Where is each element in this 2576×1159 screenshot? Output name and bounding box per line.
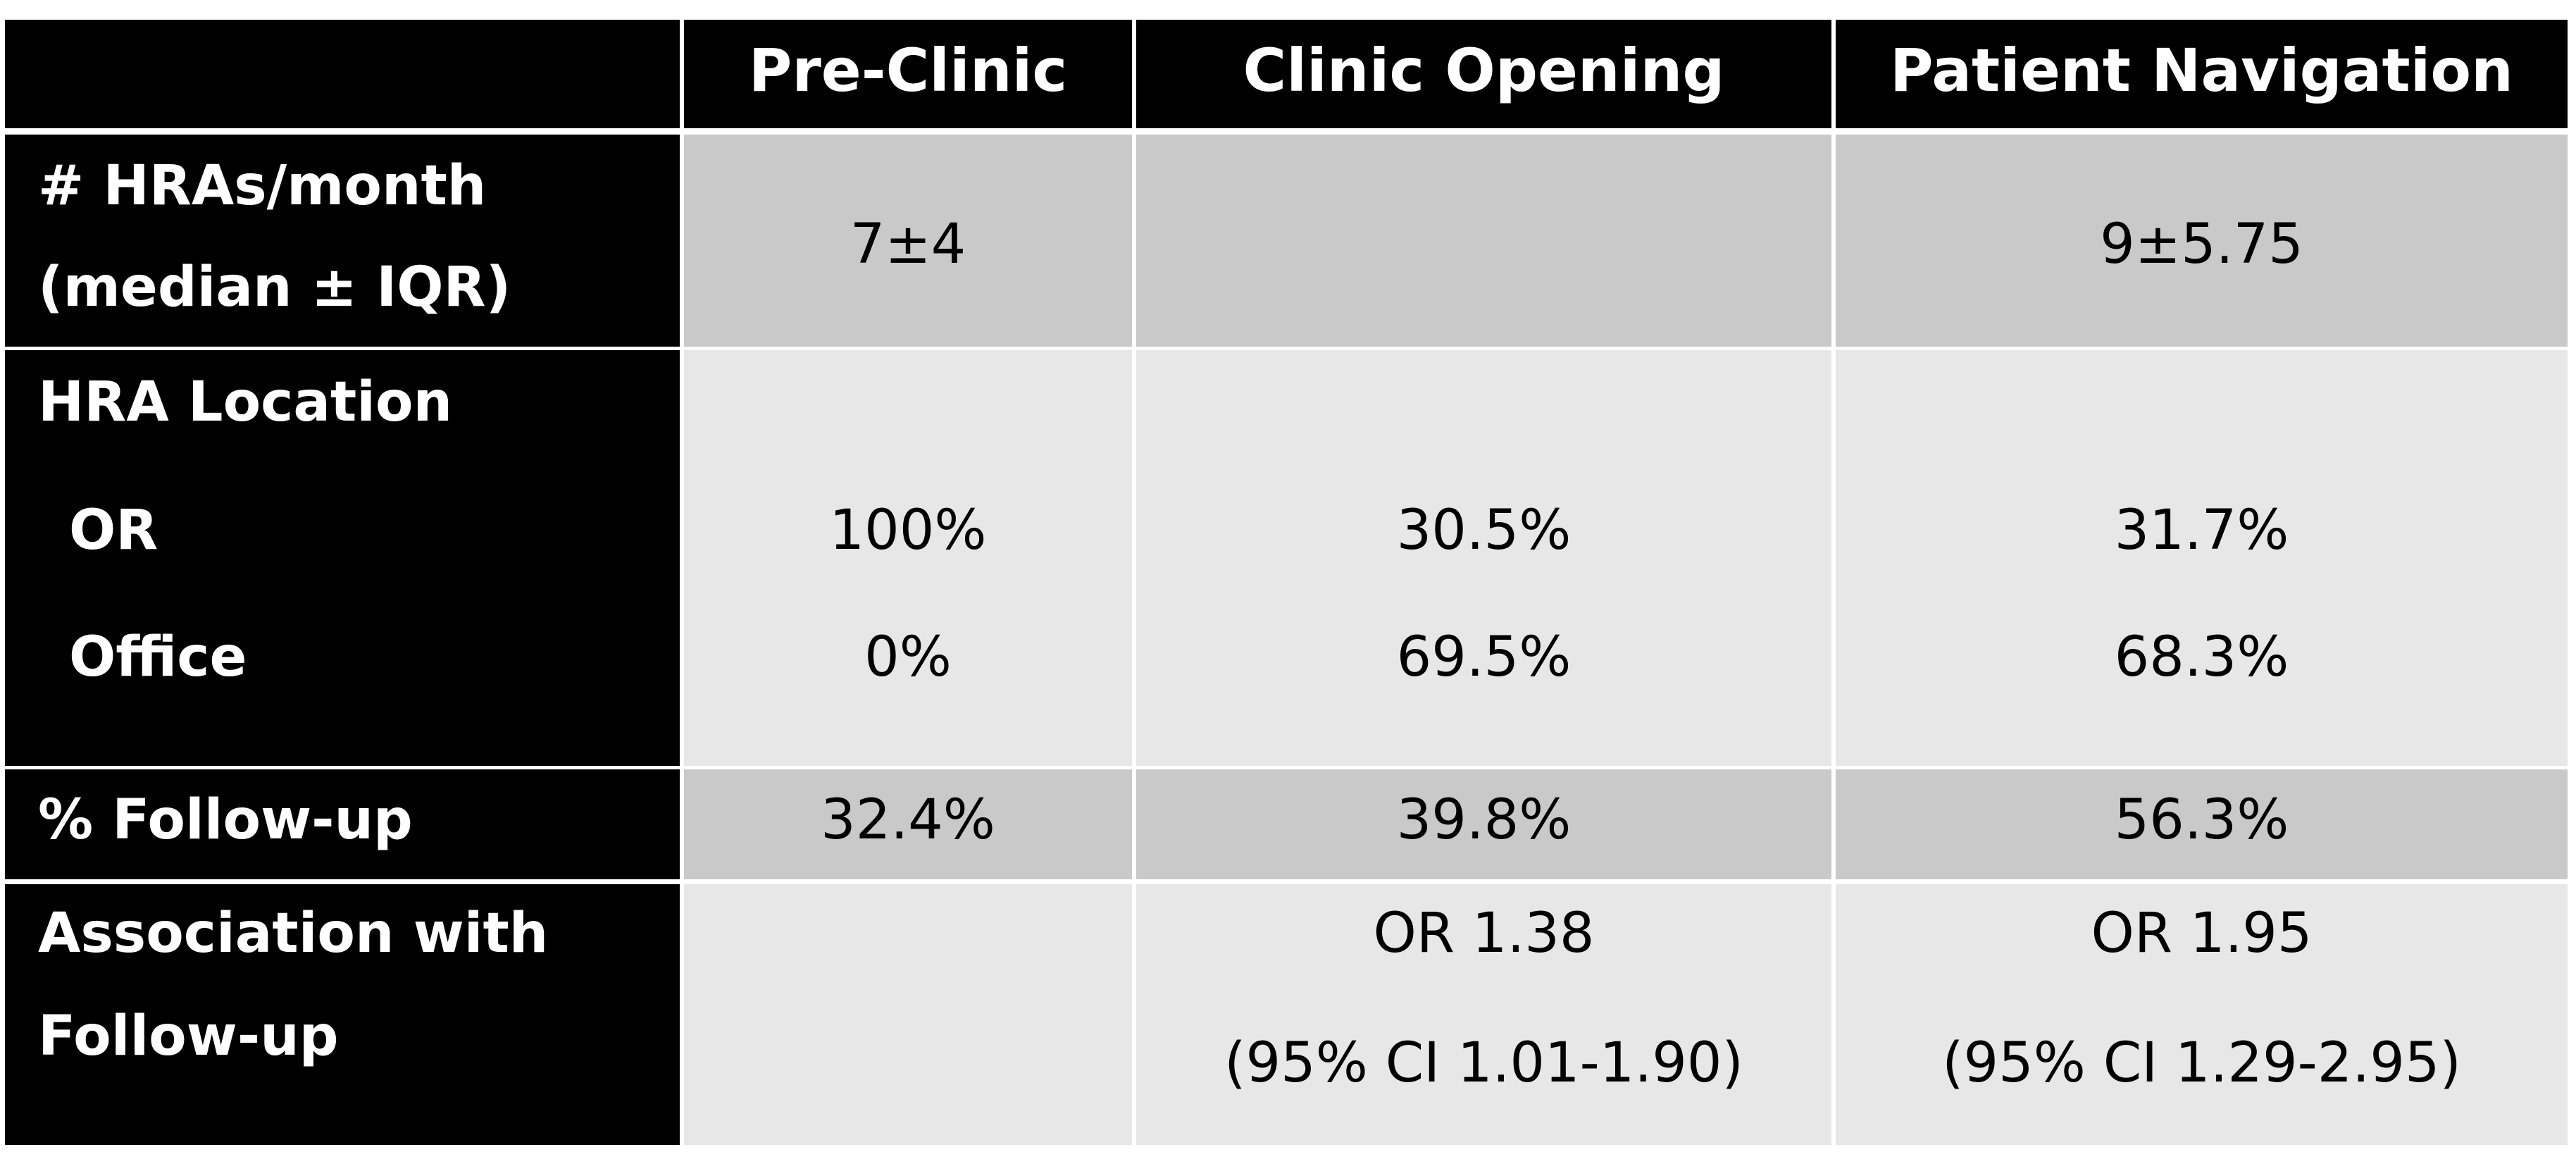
cell-value: 30.5% [1396,499,1572,562]
cell-value: 39.8% [1396,788,1572,852]
row-header-cell [5,20,680,128]
cell-value: 0% [864,626,952,689]
table-cell [1136,350,1831,766]
cell-value: (95% CI 1.29-2.95) [1942,1031,2461,1095]
row-label: (median ± IQR) [38,256,511,319]
cell-value: 100% [829,499,987,562]
table-cell [1136,135,1831,347]
row-header-cell [5,769,680,879]
table-cell [1836,884,2568,1145]
cell-value: 7±4 [850,213,966,276]
column-header: Patient Navigation [1890,36,2513,105]
table-cell [684,884,1132,1145]
column-header: Clinic Opening [1243,36,1725,105]
table-cell [1836,769,2568,879]
table-cell [1136,884,1831,1145]
row-header-cell [5,884,680,1145]
cell-value: 69.5% [1396,626,1572,689]
cell-value: 9±5.75 [2100,213,2303,276]
row-label: % Follow-up [38,788,413,852]
column-header-cell [1836,20,2568,128]
table-cell [1836,350,2568,766]
table-cell [1836,135,2568,347]
sub-row-label: OR [69,499,158,562]
row-label: HRA Location [38,371,453,434]
sub-row-label: Office [69,626,247,689]
cell-value: 32.4% [821,788,995,852]
row-label: # HRAs/month [38,154,487,218]
table-cell [1136,769,1831,879]
row-header-cell [5,135,680,347]
table-cell [684,135,1132,347]
cell-value: OR 1.38 [1373,902,1595,965]
table-cell [684,769,1132,879]
cell-value: 68.3% [2114,626,2289,689]
column-header: Pre-Clinic [748,36,1068,105]
column-header-cell [684,20,1132,128]
column-header-cell [1136,20,1831,128]
cell-value: 56.3% [2114,788,2289,852]
cell-value: 31.7% [2114,499,2289,562]
row-header-cell [5,350,680,766]
table-cell [684,350,1132,766]
row-label: Follow-up [38,1005,339,1068]
cell-value: (95% CI 1.01-1.90) [1224,1031,1743,1095]
row-label: Association with [38,902,549,965]
cell-value: OR 1.95 [2091,902,2313,965]
